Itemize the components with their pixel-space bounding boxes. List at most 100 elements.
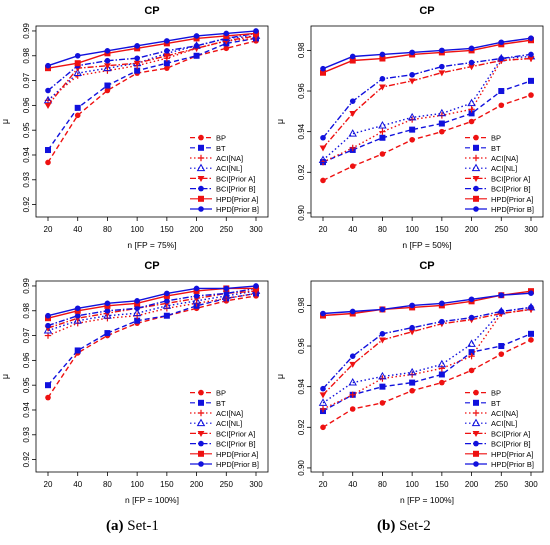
data-point (437, 359, 447, 368)
x-tick-label: 40 (73, 225, 82, 234)
series-line (322, 39, 532, 74)
data-point (45, 147, 51, 154)
data-point (528, 35, 534, 41)
series-line (47, 290, 257, 332)
legend-marker (472, 431, 480, 437)
data-point (498, 351, 505, 357)
legend-marker (197, 409, 205, 417)
legend-marker (473, 144, 479, 151)
y-tick-label: 0.94 (297, 123, 306, 139)
caption-text: Set-2 (399, 518, 431, 534)
data-point (349, 308, 356, 315)
legend-label: ACI[NL] (216, 419, 242, 428)
data-point (379, 331, 386, 337)
data-point (74, 112, 81, 119)
legend-marker (473, 134, 479, 141)
data-point (349, 391, 356, 398)
caption-text: Set-1 (127, 518, 159, 534)
x-tick-label: 100 (130, 225, 144, 234)
y-tick-label: 0.99 (22, 278, 31, 294)
legend-marker (196, 418, 206, 427)
series-line (322, 308, 532, 396)
legend-marker (197, 431, 205, 437)
data-point (379, 76, 386, 82)
plot-frame (310, 280, 544, 473)
data-point (104, 82, 111, 89)
series-hpd-prior-b (45, 283, 259, 319)
data-point (438, 120, 445, 127)
data-point (528, 290, 534, 296)
data-point (104, 87, 111, 94)
y-tick-label: 0.92 (22, 196, 31, 212)
chart-title: CP (144, 260, 159, 272)
legend-label: ACI[NL] (491, 419, 517, 428)
data-point (528, 51, 534, 58)
y-tick-label: 0.96 (22, 352, 31, 368)
data-point (45, 159, 51, 166)
data-point (103, 311, 112, 319)
caption-letter: (b) (377, 518, 396, 534)
y-tick-label: 0.97 (22, 72, 31, 88)
data-point (349, 163, 356, 170)
x-tick-label: 200 (190, 480, 204, 489)
x-tick-label: 250 (220, 225, 234, 234)
legend-marker (473, 461, 479, 467)
series-line (322, 292, 532, 315)
legend-marker (198, 206, 204, 212)
data-point (319, 392, 327, 399)
legend-label: BT (216, 399, 226, 408)
data-point (467, 98, 476, 107)
chart-cp-set2-fp100: CP 0.90 0.92 0.94 0.96 0.98 μ 20 40 80 100 150 200 25… (275, 260, 544, 505)
x-tick-label: 80 (378, 225, 387, 234)
data-point (73, 68, 82, 77)
legend-label: BCI[Prior A] (216, 174, 255, 183)
data-point (349, 144, 356, 152)
x-tick-label: 100 (130, 480, 144, 489)
y-tick-label: 0.98 (297, 297, 306, 313)
data-point (379, 51, 386, 58)
data-point (409, 71, 415, 78)
legend-marker (471, 418, 481, 427)
data-point (468, 367, 475, 374)
data-point (468, 349, 475, 356)
data-point (133, 60, 141, 67)
data-point (468, 106, 475, 113)
data-point (349, 353, 356, 359)
data-point (379, 55, 386, 62)
data-point (379, 84, 386, 91)
legend-label: HPD[Prior B] (216, 205, 259, 214)
series-line (322, 57, 532, 149)
series-line (322, 94, 532, 182)
data-point (43, 95, 53, 104)
data-point (439, 128, 445, 135)
legend-label: HPD[Prior A] (216, 195, 259, 204)
data-point (468, 64, 475, 71)
data-point (379, 306, 386, 313)
legend-marker (473, 185, 479, 192)
y-axis-label: μ (275, 374, 285, 379)
data-point (319, 145, 327, 152)
legend-marker (196, 163, 206, 172)
data-point (320, 177, 326, 184)
caption-set-1: (a) Set-1 (106, 518, 159, 535)
data-point (439, 300, 445, 307)
series-bp (320, 337, 534, 431)
chart-title: CP (419, 260, 434, 272)
data-point (253, 283, 259, 289)
data-point (349, 110, 357, 117)
data-point (528, 304, 534, 311)
x-tick-label: 100 (405, 480, 419, 489)
x-tick-label: 200 (465, 225, 479, 234)
x-tick-label: 300 (524, 225, 538, 234)
x-tick-label: 250 (220, 480, 234, 489)
x-tick-label: 80 (103, 225, 112, 234)
data-point (438, 70, 446, 77)
data-point (320, 424, 326, 431)
data-point (193, 43, 200, 49)
legend-label: HPD[Prior A] (216, 450, 259, 459)
legend-marker (198, 195, 204, 202)
data-point (134, 55, 140, 62)
data-point (527, 56, 535, 63)
legend-marker (472, 409, 480, 417)
series-hpd-prior-b (45, 28, 259, 69)
